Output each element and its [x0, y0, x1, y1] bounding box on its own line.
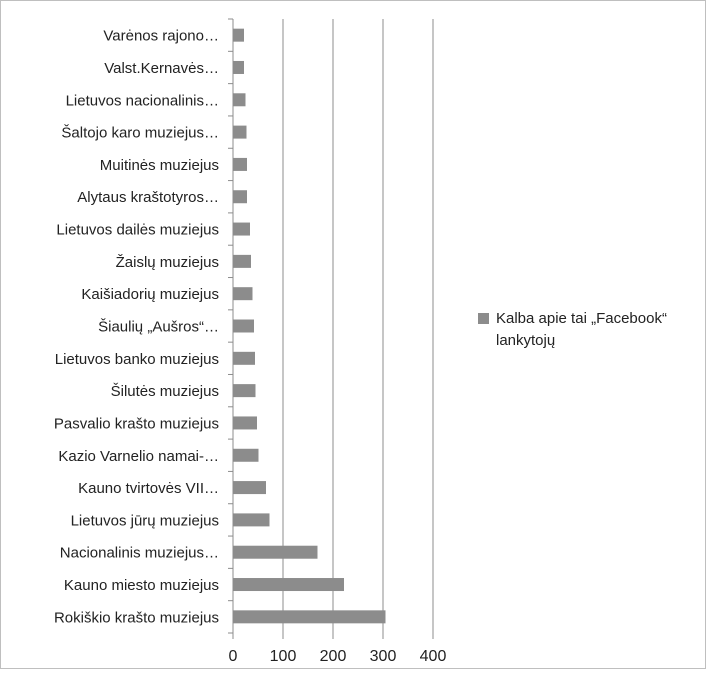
legend: Kalba apie tai „Facebook“ lankytojų [478, 308, 698, 352]
category-label: Kazio Varnelio namai-… [58, 448, 219, 465]
category-label: Kauno tvirtovės VII… [78, 480, 219, 497]
category-label: Valst.Kernavės… [104, 60, 219, 77]
category-label: Muitinės muziejus [100, 157, 219, 174]
x-tick-labels: 0 100 200 300 400 [229, 648, 447, 665]
bar [233, 578, 344, 592]
category-label: Šilutės muziejus [111, 383, 219, 400]
bar [233, 222, 250, 236]
bars [233, 28, 386, 624]
legend-swatch [478, 313, 489, 324]
category-label: Lietuvos jūrų muziejus [71, 512, 219, 529]
category-label: Rokiškio krašto muziejus [54, 609, 219, 626]
bar [233, 416, 257, 430]
category-label: Varėnos rajono… [103, 28, 219, 45]
bar [233, 545, 318, 559]
x-tick-label: 0 [229, 648, 238, 665]
bar [233, 157, 247, 171]
grid-lines [282, 19, 434, 633]
category-label: Žaislų muziejus [116, 254, 219, 271]
category-labels: Varėnos rajono… Valst.Kernavės… Lietuvos n… [54, 28, 219, 627]
legend-label: Kalba apie tai „Facebook“ lankytojų [496, 310, 667, 349]
bar [233, 190, 247, 204]
category-label: Šiaulių „Aušros“… [98, 319, 219, 336]
bar [233, 125, 247, 139]
bar [233, 254, 251, 268]
bar [233, 287, 253, 301]
category-label: Pasvalio krašto muziejus [54, 415, 219, 432]
x-tick-label: 200 [320, 648, 347, 665]
x-tick-label: 400 [420, 648, 447, 665]
bar [233, 319, 254, 333]
bar [233, 60, 244, 74]
bar [233, 481, 266, 495]
category-label: Lietuvos banko muziejus [55, 351, 219, 368]
bar [233, 384, 256, 398]
bar [233, 610, 386, 624]
bar [233, 28, 244, 42]
x-tick-label: 100 [270, 648, 297, 665]
category-label: Lietuvos dailės muziejus [56, 222, 219, 239]
bar [233, 448, 259, 462]
bar [233, 351, 255, 365]
category-label: Lietuvos nacionalinis… [66, 92, 219, 109]
bar [233, 513, 270, 527]
category-label: Nacionalinis muziejus… [60, 545, 219, 562]
axes [228, 18, 434, 639]
category-label: Kaišiadorių muziejus [81, 286, 219, 303]
category-label: Alytaus kraštotyros… [77, 189, 219, 206]
category-label: Šaltojo karo muziejus… [61, 125, 219, 142]
x-tick-label: 300 [370, 648, 397, 665]
bar [233, 93, 246, 107]
category-label: Kauno miesto muziejus [64, 577, 219, 594]
